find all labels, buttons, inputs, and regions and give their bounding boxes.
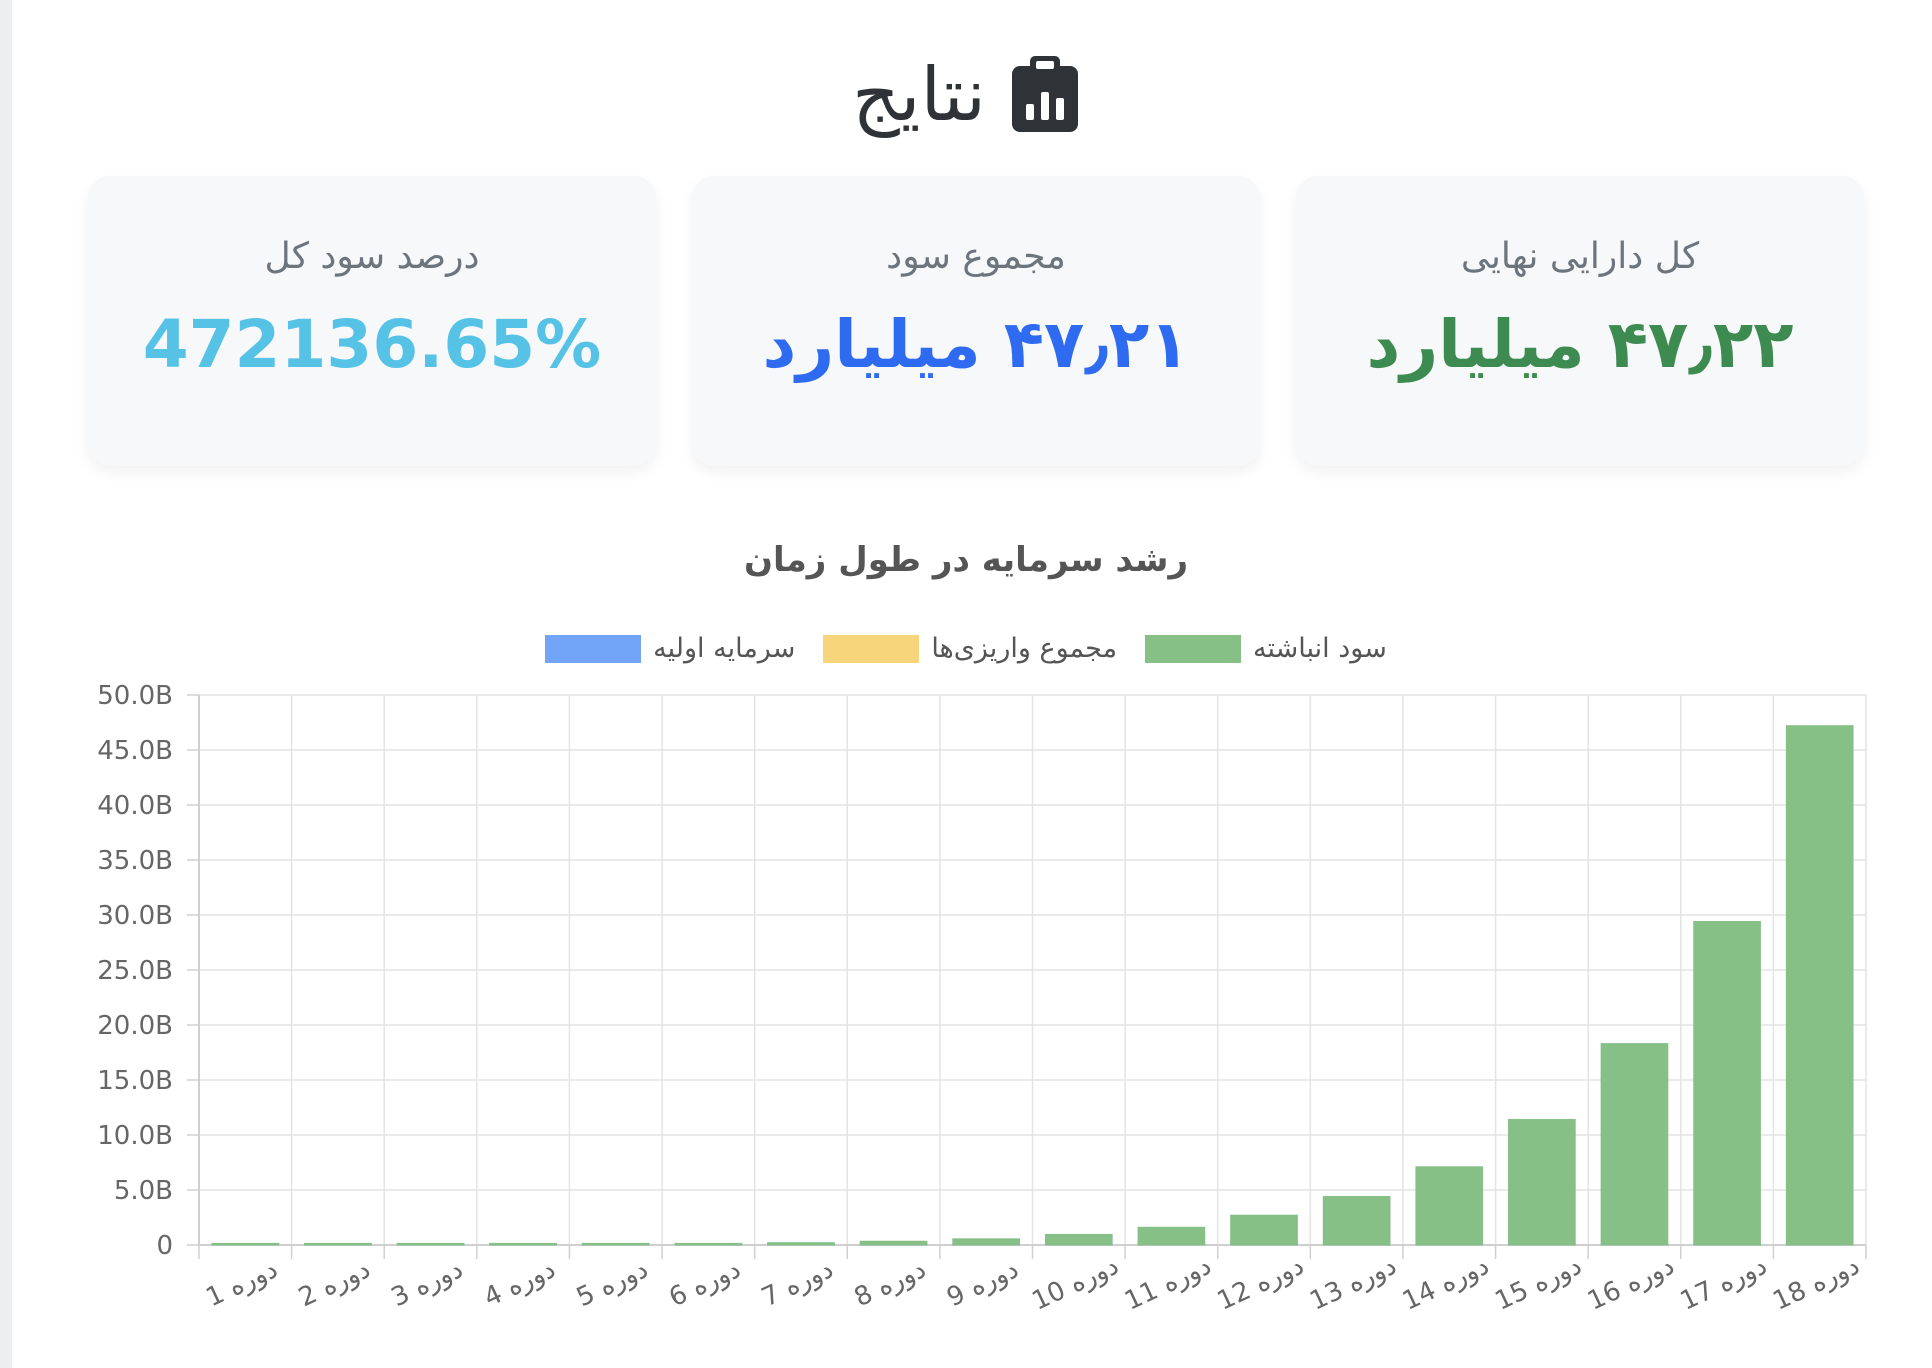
legend-item[interactable]: مجموع واریزی‌ها (823, 633, 1117, 664)
card-total-profit: مجموع سود ۴۷٫۲۱ میلیارد (692, 176, 1260, 466)
x-tick-label: دوره 7 (757, 1254, 838, 1313)
x-tick-label: دوره 16 (1583, 1251, 1679, 1317)
bar (489, 1242, 557, 1246)
bar (1600, 1043, 1669, 1246)
bar (1508, 1118, 1576, 1246)
card-label: کل دارایی نهایی (1460, 236, 1700, 277)
x-tick-label: دوره 12 (1213, 1251, 1309, 1317)
bar (1693, 920, 1761, 1246)
bar (1137, 1226, 1206, 1246)
x-tick-label: دوره 14 (1398, 1251, 1494, 1317)
page-header: نتایج (0, 56, 1932, 134)
bar (211, 1242, 280, 1246)
bar (767, 1242, 835, 1246)
legend-label: سود انباشته (1253, 633, 1387, 664)
x-tick-label: دوره 10 (1028, 1251, 1124, 1317)
legend-item[interactable]: سود انباشته (1145, 633, 1387, 664)
y-tick-label: 50.0B (97, 681, 173, 711)
y-tick-label: 35.0B (97, 846, 173, 876)
page-title: نتایج (852, 52, 986, 138)
x-tick-label: دوره 13 (1305, 1251, 1401, 1317)
x-tick-label: دوره 15 (1491, 1251, 1587, 1317)
y-tick-label: 10.0B (97, 1121, 173, 1151)
card-label: درصد سود کل (264, 236, 480, 277)
x-tick-label: دوره 6 (665, 1254, 746, 1313)
bar (859, 1240, 928, 1246)
legend-swatch (823, 634, 920, 663)
x-tick-label: دوره 9 (942, 1254, 1023, 1313)
card-final-assets: کل دارایی نهایی ۴۷٫۲۲ میلیارد (1296, 176, 1864, 466)
chart-title: رشد سرمایه در طول زمان (743, 540, 1189, 580)
y-tick-label: 0 (156, 1231, 173, 1261)
bar (1230, 1214, 1298, 1246)
left-edge-strip (0, 0, 12, 1368)
x-tick-label: دوره 5 (572, 1254, 653, 1313)
x-tick-label: دوره 3 (387, 1254, 468, 1313)
bar (1044, 1233, 1113, 1246)
card-value: 472136.65% (142, 306, 602, 383)
card-value: ۴۷٫۲۱ میلیارد (762, 306, 1190, 383)
x-tick-label: دوره 4 (479, 1254, 560, 1313)
x-tick-label: دوره 18 (1768, 1251, 1864, 1317)
y-tick-label: 15.0B (97, 1066, 173, 1096)
bar (1322, 1195, 1391, 1246)
y-tick-label: 30.0B (97, 901, 173, 931)
bar (1785, 725, 1854, 1246)
y-tick-label: 45.0B (97, 736, 173, 766)
legend-label: سرمایه اولیه (653, 633, 796, 664)
bar (396, 1242, 465, 1246)
legend-swatch (1145, 634, 1242, 663)
y-tick-label: 25.0B (97, 956, 173, 986)
bar (674, 1242, 743, 1246)
x-tick-label: دوره 17 (1676, 1251, 1772, 1317)
bar (304, 1242, 372, 1246)
x-tick-label: دوره 2 (294, 1254, 375, 1313)
x-tick-label: دوره 1 (202, 1254, 283, 1313)
chart-legend: سود انباشته مجموع واریزی‌ها سرمایه اولیه (0, 633, 1932, 664)
bar (581, 1242, 650, 1246)
card-value: ۴۷٫۲۲ میلیارد (1366, 306, 1794, 383)
x-tick-label: دوره 8 (850, 1254, 931, 1313)
card-label: مجموع سود (886, 236, 1066, 277)
legend-item[interactable]: سرمایه اولیه (545, 633, 795, 664)
legend-swatch (545, 634, 642, 663)
summary-cards: کل دارایی نهایی ۴۷٫۲۲ میلیارد مجموع سود … (88, 176, 1864, 466)
clipboard-chart-icon (1011, 56, 1078, 132)
card-profit-percent: درصد سود کل 472136.65% (88, 176, 656, 466)
x-tick-label: دوره 11 (1120, 1251, 1216, 1317)
legend-label: مجموع واریزی‌ها (931, 633, 1118, 664)
y-tick-label: 40.0B (97, 791, 173, 821)
bar (952, 1238, 1021, 1246)
y-tick-label: 5.0B (114, 1176, 173, 1206)
y-tick-label: 20.0B (97, 1011, 173, 1041)
bar (1415, 1166, 1484, 1246)
